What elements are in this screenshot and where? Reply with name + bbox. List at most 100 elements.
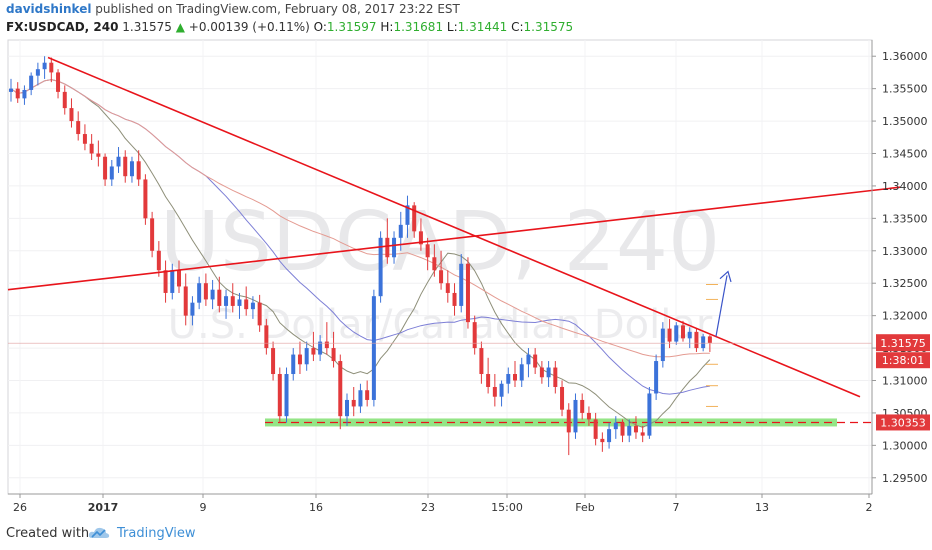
candle-body [459, 263, 464, 306]
candle-body [586, 412, 591, 420]
x-tick-label: 7 [673, 501, 680, 514]
candle-body [345, 399, 349, 417]
y-tick-label: 1.35500 [882, 83, 928, 96]
price-axis: 1.36000 1.35500 1.35000 1.34500 1.34000 1.335… [871, 40, 928, 494]
close-value: 1.31575 [523, 20, 574, 34]
y-tick-label: 1.29500 [882, 472, 928, 485]
candle-body [197, 283, 202, 303]
time-axis: 26 2017 9 16 23 15:00 Feb 7 13 2 [8, 493, 873, 514]
candle-body [237, 299, 242, 306]
candle-body [35, 69, 40, 76]
symbol-label[interactable]: FX:USDCAD, 240 [6, 20, 119, 34]
candle-body [560, 386, 565, 410]
candle-body [539, 367, 544, 378]
candle-body [109, 166, 114, 180]
candle-body [170, 270, 175, 293]
high-value: 1.31681 [393, 20, 444, 34]
low-value: 1.31441 [457, 20, 508, 34]
candle-body [519, 364, 524, 381]
candle-body [694, 331, 699, 349]
countdown-box [876, 352, 930, 369]
candle-body [425, 244, 430, 258]
candle-body [640, 432, 645, 436]
tradingview-brand[interactable]: TradingView [117, 526, 196, 541]
candle-body [9, 88, 13, 92]
descending-trendline [47, 56, 861, 398]
candle-body [143, 179, 148, 219]
candle-body [566, 409, 571, 433]
candle-body [573, 399, 578, 433]
candle-body [177, 270, 181, 287]
tradingview-cloud-icon [88, 527, 110, 538]
candle-body [291, 354, 296, 375]
candle-body [123, 156, 128, 177]
candle-body [667, 328, 672, 342]
candle-body [707, 336, 712, 343]
y-tick-label: 1.33000 [882, 245, 928, 258]
candle-body [56, 72, 61, 92]
candle-body [324, 341, 329, 349]
low-label: L: [446, 20, 458, 34]
candle-body [103, 156, 108, 180]
y-tick-label: 1.36000 [882, 50, 928, 63]
author-link[interactable]: davidshinkel [6, 2, 92, 16]
candle-body [96, 153, 101, 157]
candle-body [526, 354, 531, 365]
created-with-text: Created with [6, 526, 90, 541]
candle-body [513, 374, 517, 381]
current-price-box [876, 334, 930, 352]
candle-body [277, 374, 282, 417]
candle-body [600, 438, 605, 443]
current-price-label: 1.31575 [880, 337, 926, 350]
drawings [7, 56, 901, 407]
candle-body [150, 218, 155, 251]
candle-body [183, 286, 188, 316]
published-text: published on TradingView.com, February 0… [95, 2, 460, 16]
candle-body [42, 62, 47, 70]
candle-body [331, 348, 336, 362]
x-tick-label: 26 [13, 501, 27, 514]
candles [9, 56, 712, 456]
candle-body [687, 331, 692, 339]
candle-body [398, 224, 403, 238]
candle-body [264, 325, 269, 349]
candle-body [378, 237, 383, 297]
candle-body [620, 422, 625, 436]
candle-body [284, 374, 289, 417]
support-price-label: 1.30353 [880, 416, 926, 429]
y-tick-label: 1.30000 [882, 439, 928, 452]
candle-body [654, 361, 659, 394]
open-label: O: [313, 20, 327, 34]
y-tick-label: 1.32000 [882, 310, 928, 323]
y-tick-label: 1.34000 [882, 180, 928, 193]
candle-body [15, 88, 20, 99]
candle-body [613, 422, 618, 430]
candle-body [580, 399, 585, 413]
candle-body [116, 156, 121, 167]
x-tick-label: 23 [421, 501, 435, 514]
candle-body [553, 367, 558, 387]
high-label: H: [380, 20, 394, 34]
candle-body [190, 302, 195, 316]
candle-body [304, 348, 309, 365]
candle-body [593, 419, 598, 439]
candle-body [224, 296, 229, 306]
candle-body [418, 231, 423, 245]
support-price-box [876, 414, 930, 431]
y-tick-label: 1.32500 [882, 277, 928, 290]
projection-arrow-head [719, 270, 732, 283]
candle-body [439, 270, 444, 284]
y-tick-label: 1.33500 [882, 212, 928, 225]
ma-red-line [10, 79, 710, 358]
footer: Created with TradingView [0, 518, 932, 550]
x-tick-label: 2 [866, 501, 873, 514]
ascending-trendline [7, 186, 901, 291]
candle-body [647, 393, 652, 436]
candle-body [392, 237, 397, 258]
candle-body [257, 302, 262, 326]
candle-body [546, 367, 551, 378]
candle-body [701, 336, 706, 349]
candle-body [385, 237, 390, 258]
candle-body [203, 283, 208, 300]
